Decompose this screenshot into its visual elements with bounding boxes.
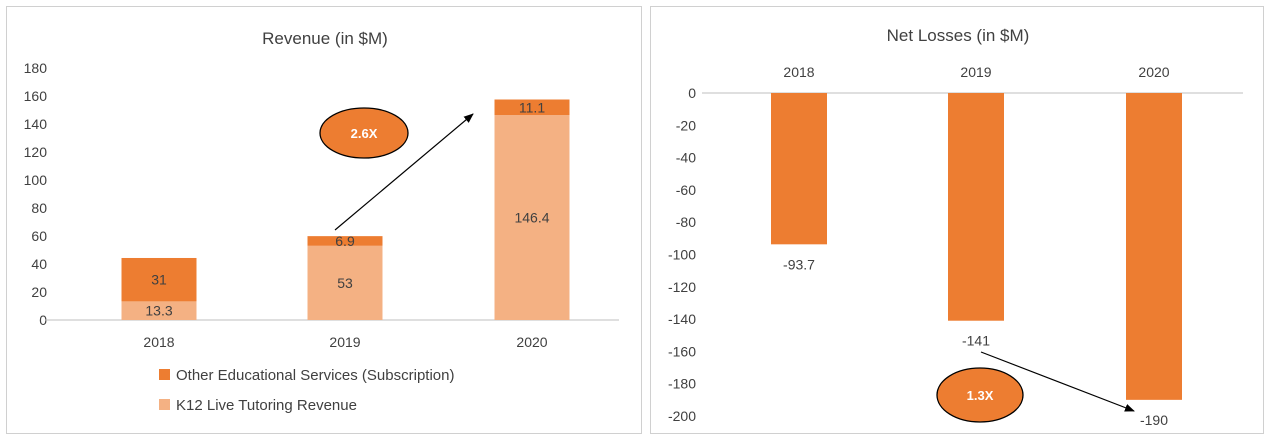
other-services-bar-2018	[121, 257, 197, 302]
data-label: 31	[151, 272, 167, 288]
data-label: 6.9	[335, 233, 355, 249]
x-tick-label: 2020	[516, 334, 547, 350]
y-tick-label: 0	[688, 85, 696, 101]
y-tick-label: 160	[24, 88, 48, 104]
y-tick-label: 40	[31, 256, 47, 272]
y-tick-label: 120	[24, 144, 48, 160]
data-label: -190	[1140, 412, 1168, 428]
y-tick-label: -200	[668, 408, 696, 424]
data-label: 53	[337, 275, 353, 291]
y-tick-label: 80	[31, 200, 47, 216]
legend-label: Other Educational Services (Subscription…	[176, 367, 454, 384]
net-loss-bar-2020	[1126, 93, 1182, 400]
y-tick-label: -100	[668, 247, 696, 263]
x-tick-label: 2019	[329, 334, 360, 350]
growth-arrow	[334, 113, 474, 231]
y-tick-label: 180	[24, 60, 48, 76]
net-loss-bar-2019	[948, 93, 1004, 321]
data-label: 13.3	[145, 303, 172, 319]
y-tick-label: 140	[24, 116, 48, 132]
y-tick-label: 20	[31, 284, 47, 300]
net-loss-bar-2018	[771, 93, 827, 245]
loss-growth-badge-label: 1.3X	[967, 388, 994, 403]
other-services-bar-2019	[307, 236, 383, 246]
y-tick-label: 100	[24, 172, 48, 188]
revenue-chart-panel: Revenue (in $M) 0 20 40 60 80 100 120 140 160 180…	[6, 6, 642, 434]
data-label: 146.4	[514, 210, 549, 226]
y-tick-label: -120	[668, 279, 696, 295]
y-tick-label: -20	[676, 117, 696, 133]
data-label: -141	[962, 333, 990, 349]
net-losses-chart: Net Losses (in $M) 0 -20 -40 -60 -80 -100 -120…	[668, 26, 1243, 428]
k12-tutoring-bar-2018	[121, 301, 197, 320]
net-losses-chart-title: Net Losses (in $M)	[887, 26, 1030, 45]
y-tick-label: -160	[668, 343, 696, 359]
y-tick-label: 60	[31, 228, 47, 244]
data-label: -93.7	[783, 256, 815, 272]
revenue-chart-title: Revenue (in $M)	[262, 29, 388, 48]
growth-badge	[319, 107, 409, 159]
x-tick-label: 2019	[960, 64, 991, 80]
loss-growth-badge	[936, 367, 1024, 423]
x-tick-label: 2018	[783, 64, 814, 80]
y-tick-label: -180	[668, 376, 696, 392]
y-tick-label: 0	[39, 312, 47, 328]
y-tick-label: -80	[676, 214, 696, 230]
y-tick-label: -140	[668, 311, 696, 327]
k12-tutoring-bar-2020	[494, 115, 570, 320]
x-tick-label: 2020	[1138, 64, 1169, 80]
k12-tutoring-bar-2019	[307, 245, 383, 320]
other-services-bar-2020	[494, 99, 570, 116]
y-tick-label: -60	[676, 182, 696, 198]
loss-growth-arrow	[980, 351, 1135, 412]
x-tick-label: 2018	[143, 334, 174, 350]
legend-label: K12 Live Tutoring Revenue	[176, 397, 357, 414]
net-losses-chart-panel: Net Losses (in $M) 0 -20 -40 -60 -80 -100 -120…	[650, 6, 1264, 434]
data-label: 11.1	[519, 99, 545, 115]
legend-swatch	[159, 369, 170, 380]
growth-badge-label: 2.6X	[351, 126, 378, 141]
legend-swatch	[159, 399, 170, 410]
revenue-chart: Revenue (in $M) 0 20 40 60 80 100 120 140 160 180…	[24, 29, 619, 414]
y-tick-label: -40	[676, 150, 696, 166]
